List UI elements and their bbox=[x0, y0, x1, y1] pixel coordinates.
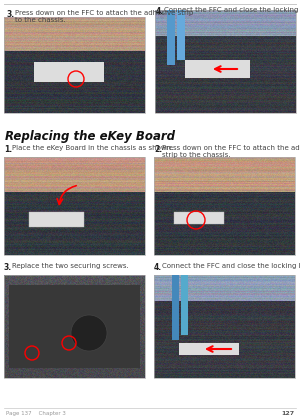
Text: Connect the FFC and close the locking latch.: Connect the FFC and close the locking la… bbox=[164, 7, 300, 13]
Bar bbox=[4, 275, 145, 378]
Text: 127: 127 bbox=[281, 411, 294, 416]
Bar bbox=[4, 157, 145, 255]
Bar bbox=[154, 157, 295, 255]
Text: 3.: 3. bbox=[4, 263, 12, 272]
Bar bbox=[181, 275, 188, 335]
Text: Connect the FFC and close the locking latch.: Connect the FFC and close the locking la… bbox=[162, 263, 300, 269]
Bar bbox=[167, 10, 175, 65]
Bar bbox=[174, 212, 224, 224]
Text: Replace the two securing screws.: Replace the two securing screws. bbox=[12, 263, 129, 269]
Bar bbox=[29, 212, 84, 227]
Bar bbox=[154, 275, 295, 378]
Text: Press down on the FFC to attach the adhesive
strip to the chassis.: Press down on the FFC to attach the adhe… bbox=[162, 145, 300, 158]
Bar bbox=[179, 343, 239, 355]
Bar bbox=[9, 285, 140, 368]
Text: Replacing the eKey Board: Replacing the eKey Board bbox=[5, 130, 175, 143]
Bar bbox=[177, 10, 185, 60]
Text: Page 137    Chapter 3: Page 137 Chapter 3 bbox=[6, 411, 66, 416]
Circle shape bbox=[71, 315, 107, 351]
Text: Press down on the FFC to attach the adhesive strip
to the chassis.: Press down on the FFC to attach the adhe… bbox=[15, 10, 193, 24]
Text: 2.: 2. bbox=[154, 145, 162, 154]
Bar bbox=[4, 17, 145, 113]
Text: 3.: 3. bbox=[7, 10, 15, 19]
Text: 4.: 4. bbox=[154, 263, 162, 272]
Text: 4.: 4. bbox=[156, 7, 164, 16]
Text: 1.: 1. bbox=[4, 145, 12, 154]
Bar bbox=[172, 275, 179, 340]
Text: Place the eKey Board in the chassis as shown.: Place the eKey Board in the chassis as s… bbox=[12, 145, 173, 151]
Bar bbox=[34, 62, 104, 82]
Bar bbox=[155, 10, 296, 113]
Bar bbox=[185, 60, 250, 78]
